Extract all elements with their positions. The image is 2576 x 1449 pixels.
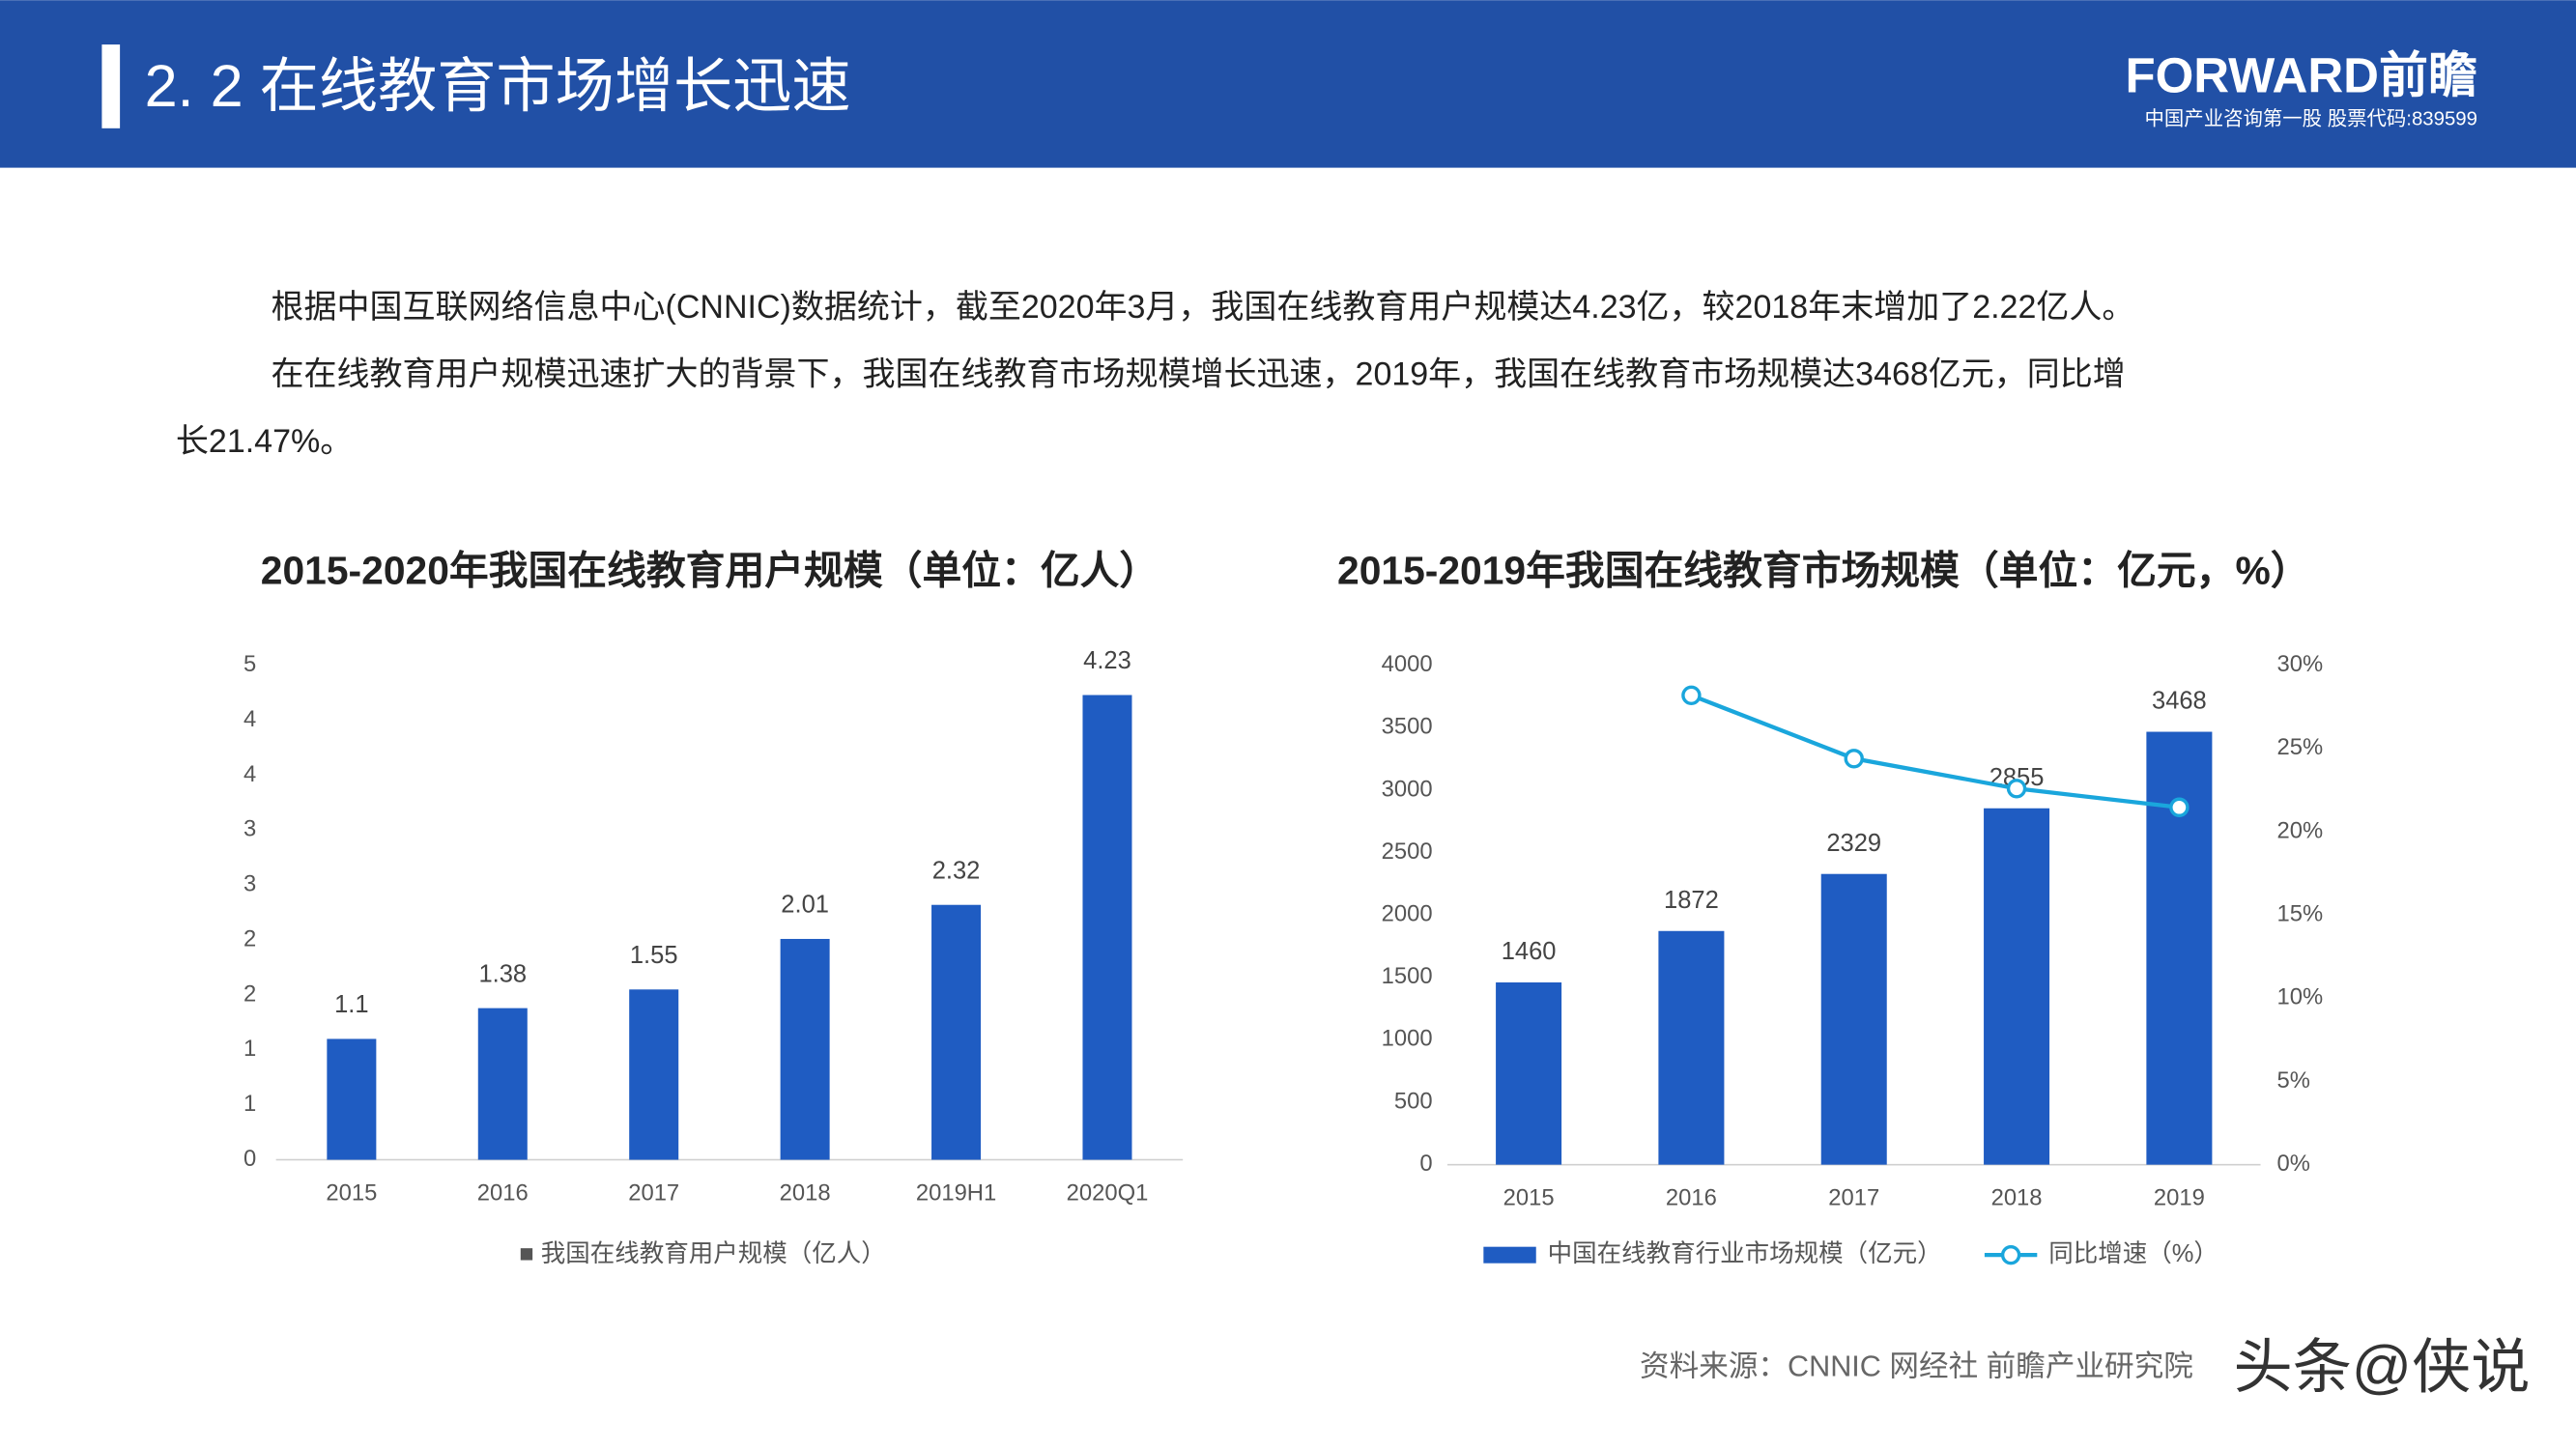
data-label: 1.55 <box>630 942 678 969</box>
y2-tick-label: 25% <box>2277 734 2324 760</box>
x-tick-label: 2017 <box>1828 1185 1879 1211</box>
y-tick-label: 3 <box>243 871 256 897</box>
bar <box>2146 731 2213 1165</box>
bar <box>1496 982 1562 1165</box>
watermark: 头条@侠说 <box>2234 1334 2531 1400</box>
y-tick-label: 500 <box>1394 1088 1433 1114</box>
x-tick-label: 2019H1 <box>916 1180 996 1207</box>
y-tick-label: 2500 <box>1382 838 1433 865</box>
line-marker <box>2006 779 2027 799</box>
bar <box>780 938 830 1160</box>
y-tick-label: 4 <box>243 706 256 732</box>
y-tick-label: 3500 <box>1382 714 1433 740</box>
source: 资料来源：CNNIC 网经社 前瞻产业研究院 <box>1640 1350 2193 1383</box>
bar <box>1820 873 1887 1165</box>
y-tick-label: 1 <box>243 1091 256 1117</box>
y-tick-label: 0 <box>243 1146 256 1172</box>
y-tick-label: 2000 <box>1382 901 1433 927</box>
data-label: 2.01 <box>781 892 829 919</box>
x-tick-label: 2015 <box>326 1180 377 1207</box>
paragraph: 根据中国互联网络信息中心(CNNIC)数据统计，截至2020年3月，我国在线教育… <box>272 289 2135 326</box>
legend-swatch <box>1483 1246 1536 1264</box>
bar <box>1984 808 2050 1165</box>
y2-tick-label: 10% <box>2277 984 2324 1010</box>
y-tick-label: 2 <box>243 980 256 1007</box>
y-tick-label: 4000 <box>1382 651 1433 677</box>
legend-swatch <box>2000 1244 2021 1265</box>
y-tick-label: 3 <box>243 816 256 842</box>
line-marker <box>2169 797 2190 817</box>
y-tick-label: 2 <box>243 925 256 952</box>
y-tick-label: 1000 <box>1382 1026 1433 1052</box>
y2-tick-label: 0% <box>2277 1151 2310 1177</box>
x-tick-label: 2020Q1 <box>1067 1180 1149 1207</box>
y-tick-label: 3000 <box>1382 776 1433 802</box>
x-tick-label: 2016 <box>477 1180 529 1207</box>
bar <box>1082 695 1132 1160</box>
header-accent <box>101 44 121 128</box>
data-label: 2329 <box>1826 830 1881 857</box>
logo-subtitle: 中国产业咨询第一股 股票代码:839599 <box>2145 108 2477 130</box>
x-tick-label: 2015 <box>1503 1185 1555 1211</box>
bar <box>327 1038 377 1160</box>
y-tick-label: 5 <box>243 651 256 677</box>
line-marker <box>1844 749 1864 769</box>
data-label: 1872 <box>1664 887 1719 914</box>
page-title: 2. 2 在线教育市场增长迅速 <box>145 53 851 119</box>
y-tick-label: 1500 <box>1382 963 1433 989</box>
data-label: 1.38 <box>478 960 527 987</box>
y-tick-label: 4 <box>243 761 256 787</box>
data-label: 1.1 <box>334 991 368 1018</box>
paragraph: 长21.47%。 <box>176 423 353 460</box>
data-label: 1460 <box>1502 938 1557 965</box>
bar <box>629 989 679 1160</box>
paragraph: 在在线教育用户规模迅速扩大的背景下，我国在线教育市场规模增长迅速，2019年，我… <box>272 356 2126 393</box>
x-tick-label: 2019 <box>2154 1185 2205 1211</box>
chart-title: 2015-2019年我国在线教育市场规模（单位：亿元，%） <box>1337 548 2310 592</box>
bar <box>477 1008 528 1160</box>
x-tick-label: 2018 <box>780 1180 831 1207</box>
legend-label: 中国在线教育行业市场规模（亿元） <box>1548 1240 1942 1267</box>
bar <box>931 904 982 1160</box>
y-tick-label: 1 <box>243 1036 256 1062</box>
y2-tick-label: 20% <box>2277 817 2324 843</box>
chart-title: 2015-2020年我国在线教育用户规模（单位：亿人） <box>261 548 1159 592</box>
line <box>1690 693 2180 810</box>
x-tick-label: 2018 <box>1991 1185 2043 1211</box>
bar <box>1658 930 1725 1165</box>
data-label: 2.32 <box>932 857 981 884</box>
y-tick-label: 0 <box>1419 1151 1432 1177</box>
header-bar <box>0 0 2576 168</box>
y2-tick-label: 15% <box>2277 901 2324 927</box>
line-marker <box>1681 685 1702 706</box>
logo: FORWARD前瞻 <box>2125 47 2477 102</box>
data-label: 4.23 <box>1083 647 1131 674</box>
x-tick-label: 2016 <box>1666 1185 1717 1211</box>
y2-tick-label: 30% <box>2277 651 2324 677</box>
legend-label: ■ 我国在线教育用户规模（亿人） <box>519 1240 886 1267</box>
legend-label: 同比增速（%） <box>2048 1240 2218 1267</box>
y2-tick-label: 5% <box>2277 1067 2310 1094</box>
data-label: 3468 <box>2152 688 2207 715</box>
x-tick-label: 2017 <box>628 1180 679 1207</box>
